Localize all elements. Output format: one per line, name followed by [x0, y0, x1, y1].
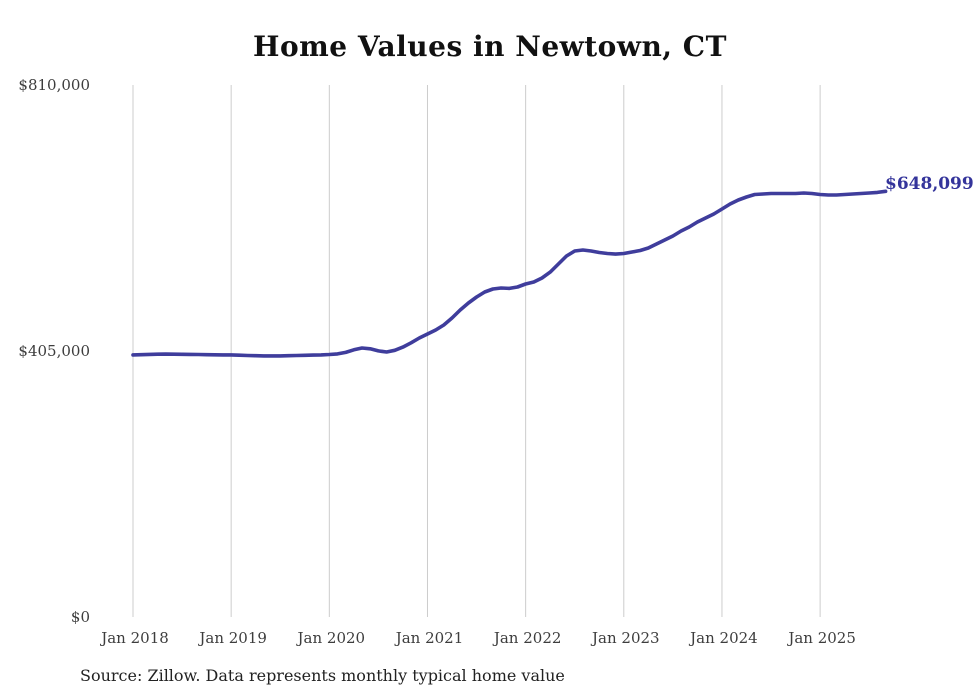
home-value-line	[131, 189, 888, 358]
y-tick-label: $405,000	[18, 342, 90, 360]
y-tick-label: $0	[71, 608, 90, 626]
x-tick-label: Jan 2020	[296, 629, 366, 647]
end-value-annotation: $648,099	[885, 174, 974, 194]
x-tick-label: Jan 2018	[99, 629, 169, 647]
x-tick-label: Jan 2024	[688, 629, 758, 647]
value-line-series	[131, 189, 888, 358]
x-tick-label: Jan 2023	[590, 629, 660, 647]
x-tick-label: Jan 2025	[786, 629, 856, 647]
source-note: Source: Zillow. Data represents monthly …	[80, 666, 565, 685]
vertical-gridlines	[132, 85, 821, 617]
chart-title: Home Values in Newtown, CT	[253, 30, 727, 63]
x-tick-label: Jan 2022	[492, 629, 562, 647]
y-axis-tick-labels: $810,000 $405,000 $0	[18, 76, 90, 626]
y-tick-label: $810,000	[18, 76, 90, 94]
x-tick-label: Jan 2019	[197, 629, 267, 647]
x-axis-tick-labels: Jan 2018 Jan 2019 Jan 2020 Jan 2021 Jan 2022…	[99, 629, 856, 647]
x-tick-label: Jan 2021	[394, 629, 464, 647]
